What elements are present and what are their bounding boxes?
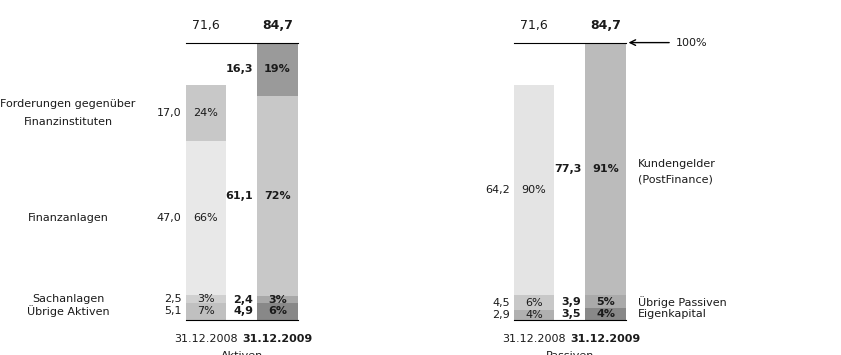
- Text: 90%: 90%: [521, 185, 547, 195]
- Text: 6%: 6%: [526, 297, 542, 308]
- Text: 5%: 5%: [596, 297, 615, 307]
- Text: 19%: 19%: [264, 64, 291, 74]
- Text: 7%: 7%: [197, 306, 215, 316]
- Bar: [186, 141, 226, 295]
- Text: Übrige Aktiven: Übrige Aktiven: [27, 305, 109, 317]
- Bar: [514, 295, 554, 310]
- Text: 2,4: 2,4: [233, 295, 253, 305]
- Bar: [186, 303, 226, 320]
- Text: 77,3: 77,3: [553, 164, 581, 174]
- Text: 91%: 91%: [592, 164, 619, 174]
- Text: 5,1: 5,1: [164, 306, 182, 316]
- Text: 100%: 100%: [676, 38, 708, 48]
- Text: 84,7: 84,7: [590, 19, 621, 32]
- Bar: [186, 295, 226, 303]
- Text: 24%: 24%: [193, 108, 219, 118]
- Text: 16,3: 16,3: [225, 64, 253, 74]
- Text: Finanzinstituten: Finanzinstituten: [24, 117, 113, 127]
- Text: Kundengelder: Kundengelder: [638, 159, 717, 169]
- Bar: [257, 304, 298, 320]
- Text: 64,2: 64,2: [485, 185, 510, 195]
- Bar: [257, 96, 298, 296]
- Text: Finanzanlagen: Finanzanlagen: [28, 213, 108, 223]
- Text: Eigenkapital: Eigenkapital: [638, 309, 707, 319]
- Text: 17,0: 17,0: [157, 108, 182, 118]
- Bar: [257, 43, 298, 96]
- Text: 2,9: 2,9: [492, 310, 510, 320]
- Bar: [257, 296, 298, 304]
- Text: 31.12.2009: 31.12.2009: [242, 334, 313, 344]
- Text: 4%: 4%: [525, 310, 543, 320]
- Text: 61,1: 61,1: [225, 191, 253, 201]
- Bar: [585, 308, 626, 320]
- Text: 71,6: 71,6: [193, 19, 220, 32]
- Text: 4,9: 4,9: [233, 306, 253, 317]
- Bar: [585, 295, 626, 308]
- Text: 31.12.2008: 31.12.2008: [502, 334, 566, 344]
- Text: 4%: 4%: [596, 309, 615, 319]
- Text: 4,5: 4,5: [492, 297, 510, 308]
- Bar: [186, 86, 226, 141]
- Bar: [585, 43, 626, 295]
- Text: Aktiven: Aktiven: [220, 351, 263, 355]
- Text: 2,5: 2,5: [164, 294, 182, 304]
- Text: 66%: 66%: [193, 213, 219, 223]
- Text: 72%: 72%: [264, 191, 291, 201]
- Text: 71,6: 71,6: [521, 19, 547, 32]
- Text: 31.12.2008: 31.12.2008: [174, 334, 238, 344]
- Text: 84,7: 84,7: [262, 19, 293, 32]
- Text: Übrige Passiven: Übrige Passiven: [638, 296, 727, 308]
- Text: Passiven: Passiven: [546, 351, 594, 355]
- Text: 3%: 3%: [268, 295, 287, 305]
- Text: 31.12.2009: 31.12.2009: [570, 334, 641, 344]
- Bar: [514, 86, 554, 295]
- Text: (PostFinance): (PostFinance): [638, 175, 713, 185]
- Text: 3%: 3%: [198, 294, 214, 304]
- Text: Sachanlagen: Sachanlagen: [32, 294, 104, 304]
- Text: 47,0: 47,0: [157, 213, 182, 223]
- Text: 6%: 6%: [268, 306, 287, 317]
- Text: 3,5: 3,5: [562, 309, 581, 319]
- Text: 3,9: 3,9: [562, 297, 581, 307]
- Bar: [514, 310, 554, 320]
- Text: Forderungen gegenüber: Forderungen gegenüber: [1, 99, 135, 109]
